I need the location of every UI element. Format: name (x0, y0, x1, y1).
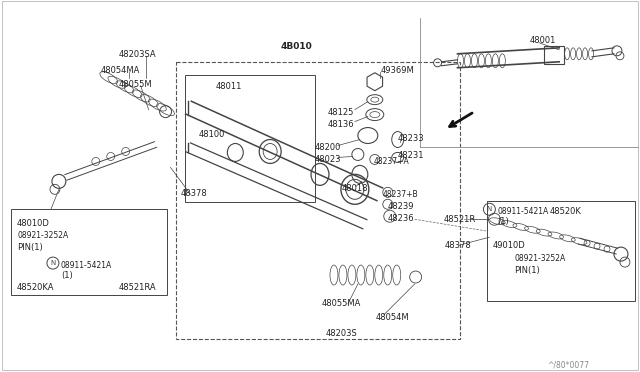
Text: 48136: 48136 (328, 119, 355, 129)
Text: 48001: 48001 (529, 36, 556, 45)
Bar (175, 62, 460, 339)
Text: 48378: 48378 (445, 241, 471, 250)
Text: 48203S: 48203S (326, 329, 358, 338)
Bar (544, 46, 564, 64)
Text: 48521R: 48521R (444, 215, 476, 224)
Text: 48125: 48125 (328, 108, 355, 117)
Text: (1): (1) (61, 271, 73, 280)
Text: 48520K: 48520K (549, 207, 581, 216)
Text: 08911-5421A: 08911-5421A (497, 207, 548, 216)
Text: PIN(1): PIN(1) (17, 243, 43, 252)
Bar (11, 209, 166, 295)
Text: N: N (51, 260, 56, 266)
Text: 48011: 48011 (216, 82, 242, 91)
Text: 48023: 48023 (315, 155, 342, 164)
Text: 4B010: 4B010 (280, 42, 312, 51)
Text: 49369M: 49369M (381, 66, 415, 75)
Text: 48233: 48233 (397, 134, 424, 142)
Text: 48237+A: 48237+A (374, 157, 410, 166)
Text: 49010D: 49010D (492, 241, 525, 250)
Text: 48200: 48200 (315, 144, 341, 153)
Text: 48239: 48239 (388, 202, 414, 211)
Text: 08921-3252A: 08921-3252A (17, 231, 68, 240)
Text: N: N (487, 206, 492, 212)
Text: 48237+B: 48237+B (383, 190, 419, 199)
Text: 48018: 48018 (342, 185, 369, 193)
Bar (488, 201, 635, 301)
Text: 48378: 48378 (180, 189, 207, 198)
Text: 48236: 48236 (388, 214, 414, 223)
Text: 08921-3252A: 08921-3252A (515, 254, 566, 263)
Text: 48520KA: 48520KA (17, 283, 54, 292)
Text: 08911-5421A: 08911-5421A (61, 261, 112, 270)
Text: 48231: 48231 (397, 151, 424, 160)
Text: 48054MA: 48054MA (100, 66, 140, 75)
Text: ^/80*0077: ^/80*0077 (547, 361, 589, 370)
Text: 48055M: 48055M (118, 80, 152, 89)
Text: 48203SA: 48203SA (118, 50, 156, 59)
Bar (186, 75, 315, 202)
Text: 48521RA: 48521RA (118, 283, 156, 292)
Text: 48100: 48100 (198, 129, 225, 138)
Text: PIN(1): PIN(1) (515, 266, 540, 275)
Text: 48010D: 48010D (17, 219, 50, 228)
Text: (1): (1) (497, 217, 509, 226)
Text: 48054M: 48054M (376, 313, 410, 322)
Text: 48055MA: 48055MA (322, 299, 362, 308)
